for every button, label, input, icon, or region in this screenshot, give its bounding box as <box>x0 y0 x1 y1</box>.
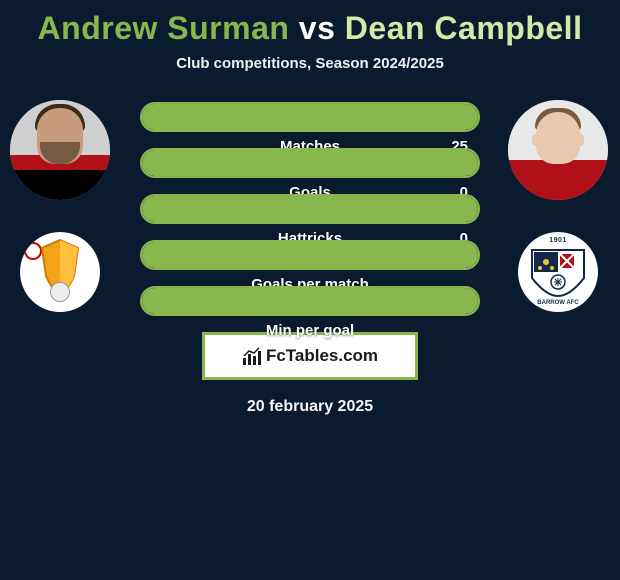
player2-avatar <box>508 100 608 200</box>
brand-text: FcTables.com <box>266 346 378 366</box>
player2-club-badge: 1901 BARROW AFC <box>518 232 598 312</box>
stat-bar-row: Matches25 <box>140 102 480 132</box>
brand-box: FcTables.com <box>202 332 418 380</box>
comparison-title: Andrew Surman vs Dean Campbell <box>0 0 620 47</box>
player1-name: Andrew Surman <box>38 10 290 46</box>
date-text: 20 february 2025 <box>0 398 620 416</box>
comparison-body: 1901 BARROW AFC Matches25 Goals0 Hattricks… <box>0 100 620 416</box>
vs-text: vs <box>299 10 336 46</box>
player2-name: Dean Campbell <box>345 10 583 46</box>
stat-bar-row: Goals per match <box>140 240 480 270</box>
stat-bars: Matches25 Goals0 Hattricks0 Goals per match… <box>140 100 480 316</box>
stat-bar-row: Min per goal <box>140 286 480 316</box>
subtitle: Club competitions, Season 2024/2025 <box>0 55 620 72</box>
stat-bar-row: Goals0 <box>140 148 480 178</box>
player1-club-badge <box>20 232 100 312</box>
player1-avatar <box>10 100 110 200</box>
stat-bar-row: Hattricks0 <box>140 194 480 224</box>
chart-icon <box>242 346 262 366</box>
